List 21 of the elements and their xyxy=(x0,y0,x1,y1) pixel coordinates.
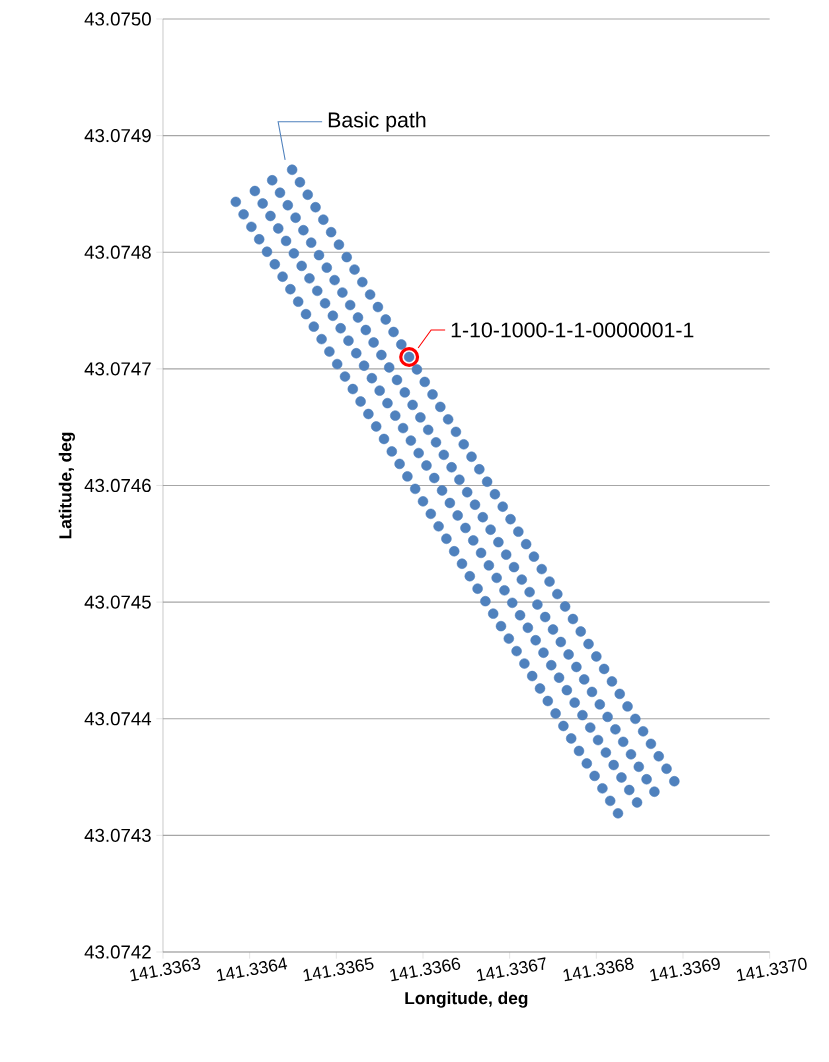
y-tick-label: 43.0745 xyxy=(84,595,151,609)
text: Basic path xyxy=(328,111,426,132)
x-tick-label: 141.3367 xyxy=(476,957,546,982)
x-tick-label: 141.3370 xyxy=(736,957,807,982)
x-tick-label: 141.3368 xyxy=(563,957,634,982)
y-axis-title: Latitude, deg xyxy=(58,432,75,539)
x-tick-label: 141.3363 xyxy=(130,957,201,982)
legend-label: 1-10-1000-1-1-0000001-1 xyxy=(451,322,694,338)
y-tick-label: 43.0750 xyxy=(84,12,151,26)
y-tick-label: 43.0747 xyxy=(84,362,151,376)
x-axis-title: Longitude, deg xyxy=(405,991,528,1008)
x-tick-label: 141.3365 xyxy=(303,957,374,982)
x-tick-label: 141.3364 xyxy=(216,957,288,982)
y-tick-label: 43.0744 xyxy=(84,712,152,726)
y-tick-label: 43.0746 xyxy=(84,478,151,493)
y-tick-label: 43.0743 xyxy=(84,828,151,842)
x-tick-label: 141.3369 xyxy=(650,957,720,982)
y-tick-label: 43.0749 xyxy=(84,128,151,143)
x-tick-label: 141.3366 xyxy=(390,957,461,982)
y-tick-label: 43.0748 xyxy=(84,245,151,259)
y-tick-label: 43.0742 xyxy=(84,945,151,959)
